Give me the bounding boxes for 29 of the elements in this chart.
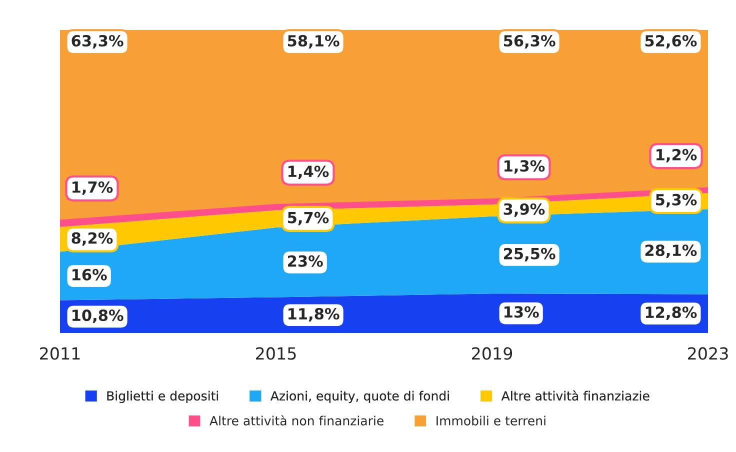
data-label: 8,2% [72, 232, 113, 246]
data-label: 23% [288, 255, 323, 267]
data-label: 13% [504, 306, 539, 318]
data-label: 12,8% [646, 306, 697, 320]
x-tick-label: 2011 [40, 347, 80, 360]
data-label: 1,3% [504, 160, 545, 174]
data-label: 5,3% [656, 194, 697, 208]
legend-label: Altre attività finanziazie [501, 390, 650, 401]
data-label: 3,9% [504, 203, 545, 217]
data-label: 10,8% [72, 310, 124, 324]
data-label: 1,4% [288, 166, 329, 180]
legend-label: Altre attività non finanziarie [210, 415, 384, 426]
data-label: 56,3% [504, 34, 556, 49]
data-label: 16% [72, 268, 107, 280]
x-tick-label: 2023 [688, 347, 728, 360]
legend-label: Immobili e terreni [436, 416, 546, 426]
data-label: 58,1% [288, 34, 340, 49]
data-label: 52,6% [645, 34, 697, 49]
data-label: 5,7% [288, 212, 329, 226]
data-label: 11,8% [288, 308, 340, 322]
data-label: 1,7% [72, 181, 113, 195]
x-tick-label: 2019 [472, 347, 512, 360]
legend-label: Azioni, equity, quote di fondi [270, 390, 449, 404]
legend-label: Biglietti e depositi [107, 390, 218, 404]
x-tick-label: 2015 [256, 347, 296, 360]
data-label: 63,3% [72, 34, 124, 49]
data-label: 1,2% [656, 148, 697, 162]
data-label: 28,1% [645, 244, 697, 258]
data-label: 25,5% [504, 248, 556, 262]
